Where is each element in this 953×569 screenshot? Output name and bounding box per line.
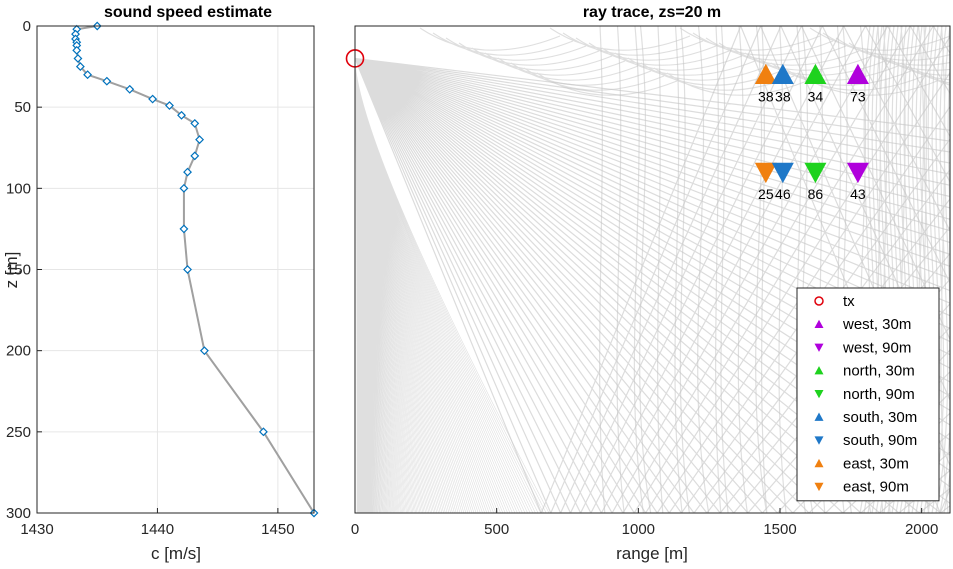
receiver-label: 38	[775, 89, 791, 105]
legend-label: south, 90m	[843, 432, 917, 449]
receiver-marker	[846, 63, 869, 85]
sound-speed-point	[179, 224, 189, 234]
y-tick-label: 250	[6, 424, 31, 441]
x-tick-label: 2000	[905, 521, 938, 538]
receiver-marker	[804, 162, 827, 184]
ray-fan-steep	[355, 58, 550, 513]
ray-trace-xlabel: range [m]	[616, 544, 688, 563]
sound-speed-ylabel: z [m]	[2, 252, 21, 289]
receiver-marker	[754, 162, 777, 184]
sound-speed-point	[177, 110, 186, 120]
sound-speed-point	[199, 346, 209, 356]
legend-marker	[814, 436, 824, 445]
legend-label: west, 90m	[842, 339, 911, 356]
receiver-label: 43	[850, 186, 866, 202]
x-tick-label: 500	[484, 521, 509, 538]
sound-speed-panel: 1430 1440 1450 0 50 100 150 200 250 300 sound spe…	[2, 4, 319, 563]
sound-speed-point	[102, 76, 112, 86]
y-tick-label: 50	[14, 99, 31, 116]
receiver-marker	[846, 162, 869, 184]
legend-marker	[814, 343, 824, 352]
x-tick-label: 1450	[261, 521, 294, 538]
receiver-label: 25	[758, 186, 774, 202]
ray-trace-ticks: 0 500 1000 1500 2000	[351, 508, 938, 538]
sound-speed-ticks: 1430 1440 1450 0 50 100 150 200 250 300	[6, 18, 295, 538]
legend-label: east, 30m	[843, 455, 909, 472]
receivers-layer: 38 38 34 73 25 46 86 43	[754, 63, 869, 202]
legend-label: tx	[843, 293, 855, 310]
legend-label: north, 90m	[843, 386, 915, 403]
legend-marker	[814, 389, 824, 399]
sound-speed-point	[195, 135, 205, 145]
sound-speed-point	[148, 94, 158, 104]
legend-marker	[814, 319, 824, 329]
legend-marker	[814, 366, 824, 375]
y-tick-label: 200	[6, 343, 31, 360]
receiver-marker	[771, 63, 794, 85]
sound-speed-series	[71, 21, 319, 518]
x-tick-label: 1000	[622, 521, 655, 538]
sound-speed-point	[179, 183, 189, 193]
sound-speed-point	[72, 45, 82, 55]
legend-label: east, 90m	[843, 479, 909, 496]
x-tick-label: 1500	[763, 521, 796, 538]
x-tick-label: 0	[351, 521, 359, 538]
legend-label: west, 30m	[842, 316, 911, 333]
sound-speed-title: sound speed estimate	[104, 4, 272, 21]
receiver-marker	[754, 63, 777, 85]
x-tick-label: 1440	[141, 521, 174, 538]
ray-trace-axes-box	[354, 25, 951, 514]
y-tick-label: 150	[6, 262, 31, 279]
sound-speed-xlabel: c [m/s]	[151, 544, 201, 563]
ray-trace-title: ray trace, zs=20 m	[583, 4, 721, 21]
sound-speed-point	[183, 265, 192, 274]
sound-speed-point	[83, 70, 93, 80]
legend-marker	[814, 482, 824, 492]
sound-speed-point	[258, 427, 268, 437]
ray-trace-panel: 38 38 34 73 25 46 86 43 0 500 1000 1500 2000 ray tr…	[345, 4, 951, 563]
sound-speed-point	[190, 118, 200, 128]
sound-speed-point	[190, 151, 200, 161]
legend-label: south, 30m	[843, 409, 917, 426]
receiver-label: 38	[758, 89, 774, 105]
receiver-label: 86	[808, 186, 824, 202]
ray-paths	[355, 26, 950, 513]
receiver-label: 46	[775, 186, 791, 202]
y-tick-label: 300	[6, 505, 31, 522]
legend-marker	[814, 458, 824, 468]
sound-speed-point	[165, 101, 174, 110]
y-tick-label: 0	[23, 18, 31, 35]
legend-label: north, 30m	[843, 363, 915, 380]
x-tick-label: 1430	[20, 521, 53, 538]
ray-bundle-reflected	[355, 26, 950, 513]
sound-speed-point	[73, 54, 83, 63]
legend-marker	[814, 412, 824, 421]
receiver-label: 73	[850, 89, 866, 105]
y-tick-label: 100	[6, 180, 31, 197]
sound-speed-point	[75, 62, 85, 72]
legend: tx west, 30m west, 90m north, 30m north, 90m…	[796, 287, 940, 502]
receiver-label: 34	[808, 89, 824, 105]
receiver-marker	[771, 162, 794, 184]
ray-bundle-vertical	[599, 26, 950, 513]
sound-speed-point	[183, 167, 192, 177]
legend-marker	[814, 296, 824, 306]
receiver-marker	[804, 63, 827, 85]
sound-speed-point	[125, 84, 135, 94]
